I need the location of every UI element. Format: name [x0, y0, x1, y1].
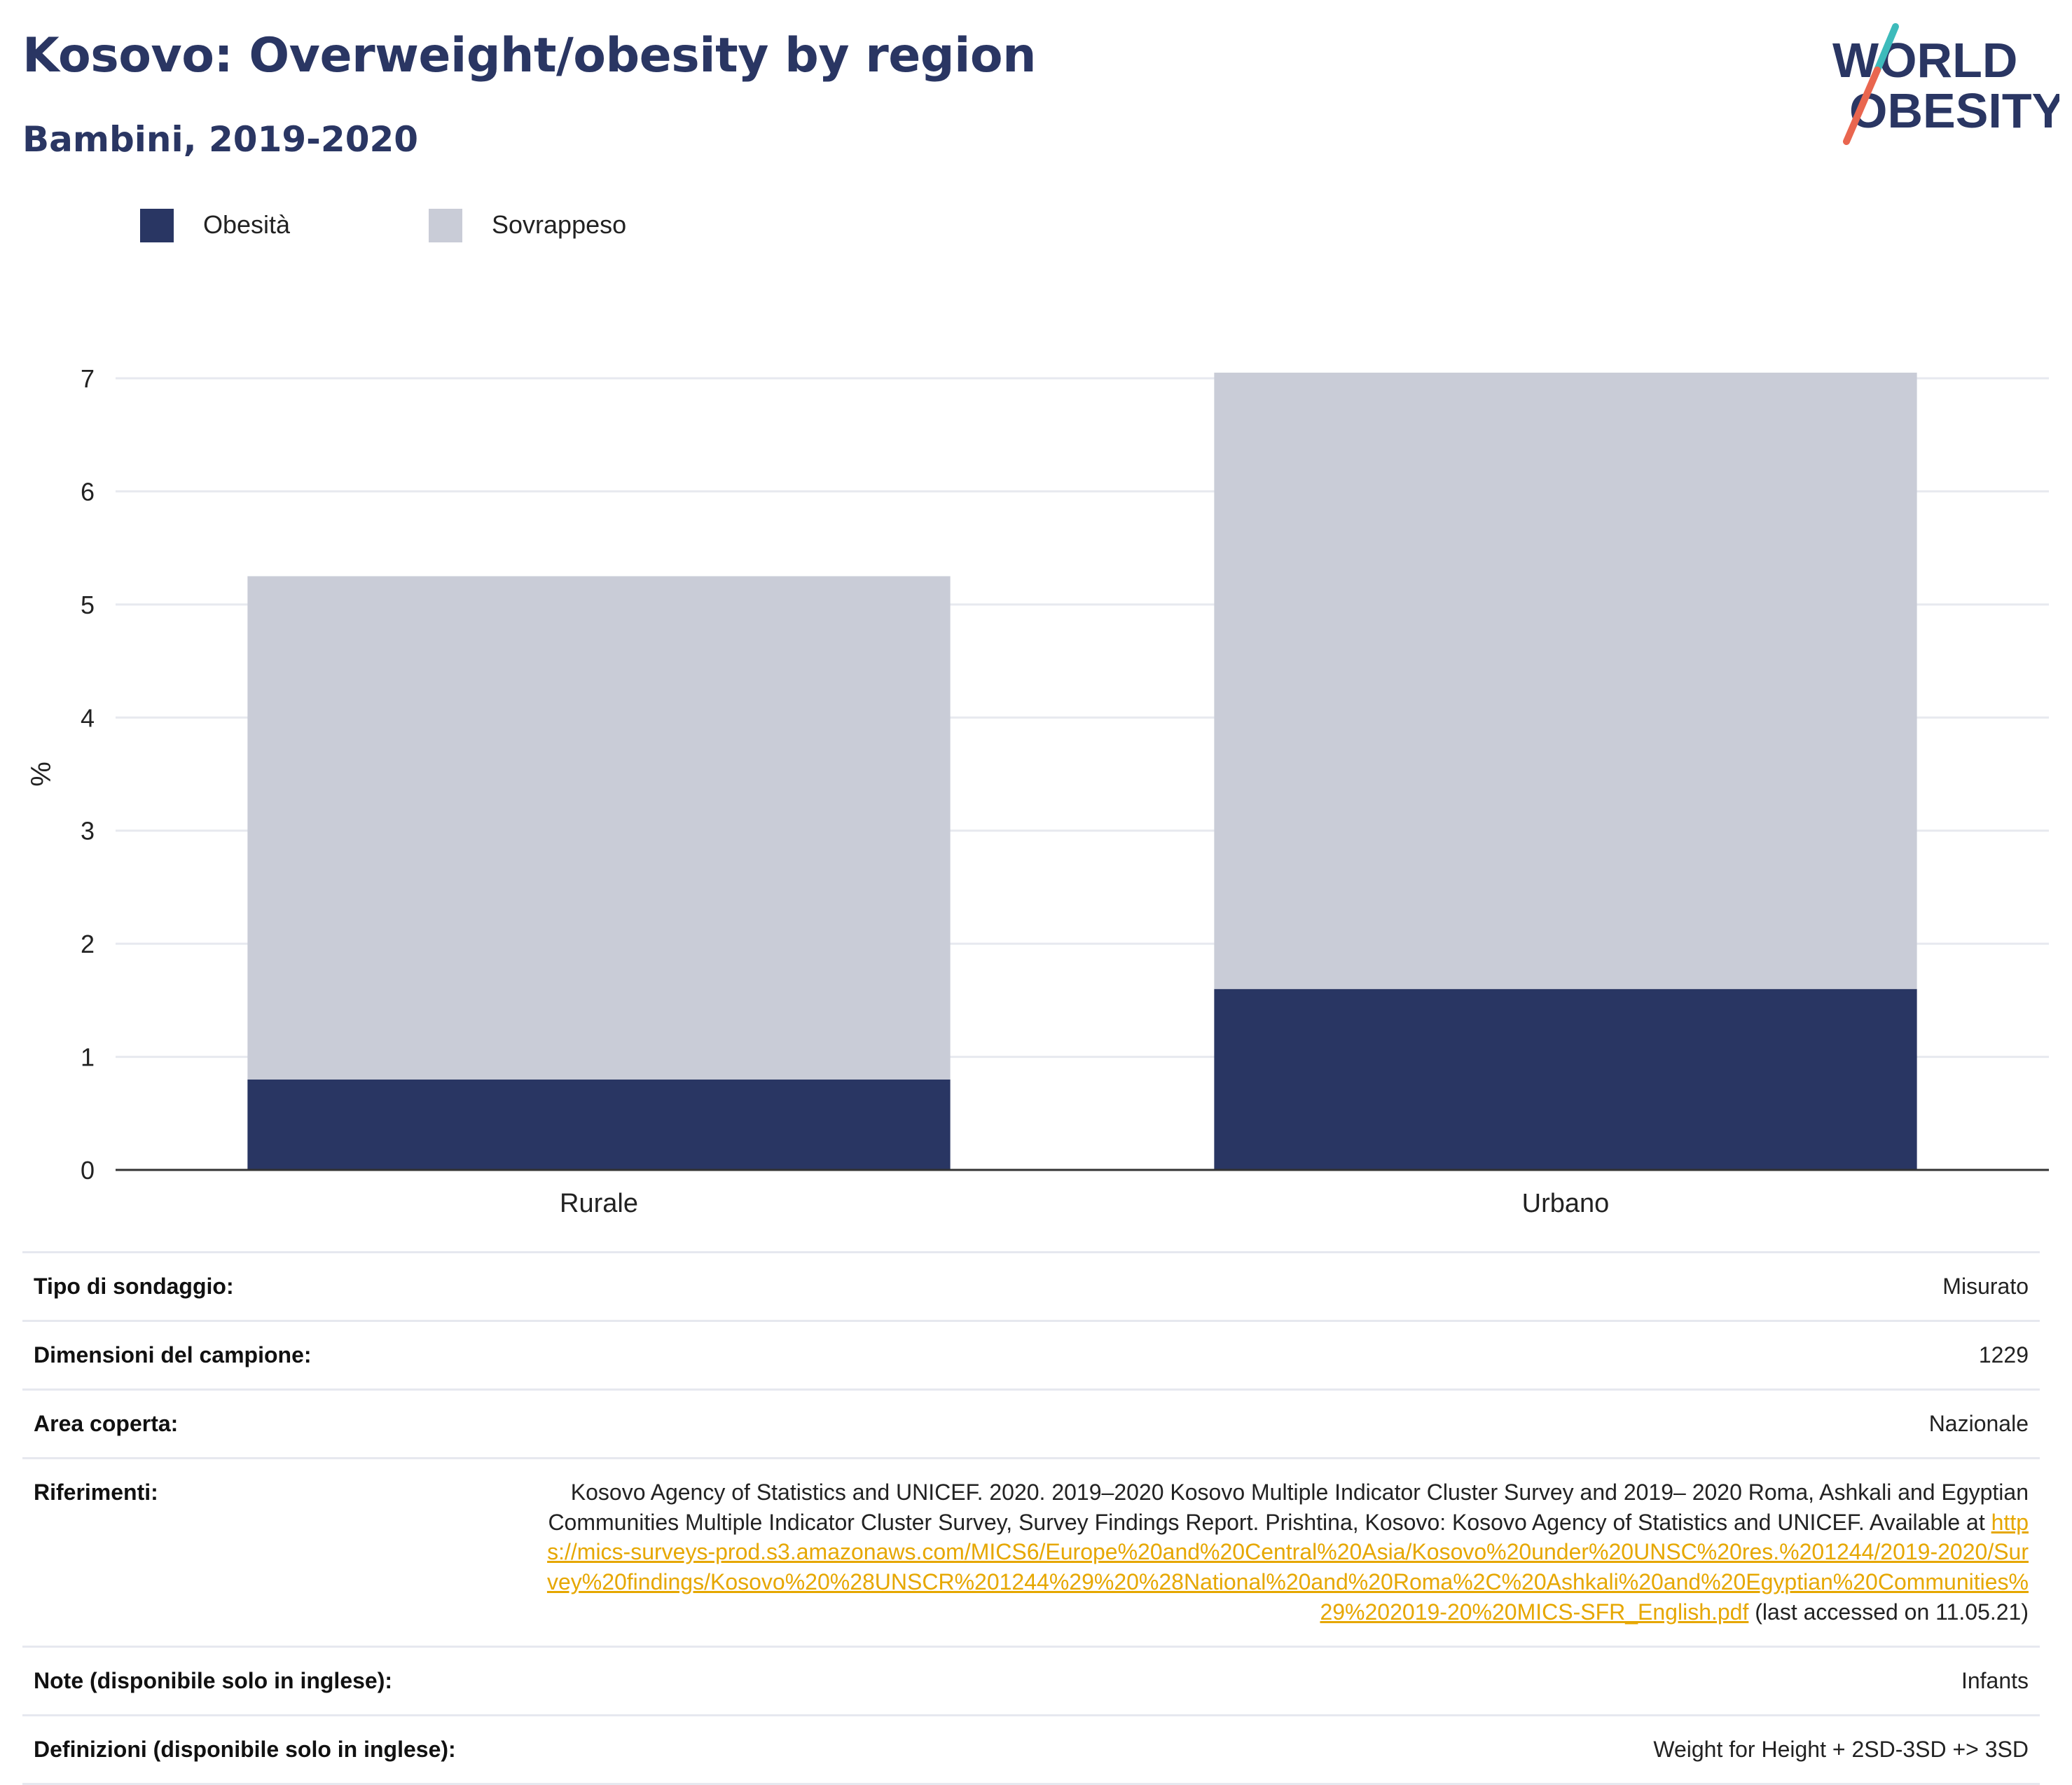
- logo-word-obesity: OBESITY: [1849, 83, 2059, 138]
- y-tick-label: 6: [81, 477, 95, 506]
- info-value: 1229: [535, 1319, 2040, 1390]
- logo-word-world: WORLD: [1832, 33, 2017, 88]
- bar-obesity-rurale: [247, 1079, 951, 1170]
- info-label: Definizioni (disponibile solo in inglese…: [22, 1714, 535, 1785]
- info-label: Tipo di sondaggio:: [22, 1251, 535, 1321]
- y-tick-label: 5: [81, 591, 95, 619]
- legend-swatch-overweight: [429, 209, 462, 242]
- info-row-references: Riferimenti: Kosovo Agency of Statistics…: [22, 1456, 2040, 1647]
- references-text: Kosovo Agency of Statistics and UNICEF. …: [548, 1479, 2029, 1535]
- info-label: Riferimenti:: [22, 1456, 535, 1647]
- references-suffix: (last accessed on 11.05.21): [1748, 1599, 2029, 1625]
- legend-swatch-obesity: [140, 209, 174, 242]
- x-tick-label: Urbano: [1522, 1189, 1610, 1218]
- info-value: Weight for Height + 2SD-3SD +> 3SD: [535, 1714, 2040, 1785]
- stacked-bar-chart: 0 1 2 3 4 5 6 7% Rurale Urbano: [26, 364, 2049, 1218]
- y-tick-label: 2: [81, 930, 95, 958]
- info-row-notes: Note (disponibile solo in inglese): Infa…: [22, 1646, 2040, 1716]
- y-tick-label: 1: [81, 1043, 95, 1072]
- chart-title: Kosovo: Overweight/obesity by region: [22, 28, 1037, 83]
- legend-label-obesity: Obesità: [203, 210, 291, 239]
- info-label: Note (disponibile solo in inglese):: [22, 1646, 535, 1716]
- info-value-references: Kosovo Agency of Statistics and UNICEF. …: [535, 1456, 2040, 1647]
- y-tick-label: 0: [81, 1156, 95, 1185]
- x-tick-label: Rurale: [560, 1189, 638, 1218]
- legend-label-overweight: Sovrappeso: [492, 210, 627, 239]
- logo-slash-teal: [1874, 23, 1899, 74]
- chart-subtitle: Bambini, 2019-2020: [22, 119, 419, 160]
- logo-slash-coral: [1843, 67, 1881, 145]
- bar-obesity-urbano: [1214, 988, 1917, 1170]
- info-label: Dimensioni del campione:: [22, 1319, 535, 1390]
- survey-info-table: Tipo di sondaggio: Misurato Dimensioni d…: [22, 1251, 2040, 1785]
- info-value: Misurato: [535, 1251, 2040, 1321]
- y-tick-label: 4: [81, 703, 95, 732]
- y-tick-label: 3: [81, 817, 95, 846]
- y-axis-label: %: [26, 761, 57, 787]
- y-tick-label: 7: [81, 364, 95, 393]
- info-row-survey-type: Tipo di sondaggio: Misurato: [22, 1251, 2040, 1321]
- bar-overweight-rurale: [247, 576, 951, 1080]
- info-label: Area coperta:: [22, 1388, 535, 1459]
- info-row-sample-size: Dimensioni del campione: 1229: [22, 1319, 2040, 1390]
- bar-overweight-urbano: [1214, 372, 1917, 989]
- info-value: Infants: [535, 1646, 2040, 1716]
- info-value: Nazionale: [535, 1388, 2040, 1459]
- world-obesity-logo: WORLD OBESITY: [1832, 23, 2059, 145]
- info-row-area: Area coperta: Nazionale: [22, 1388, 2040, 1459]
- references-link[interactable]: https://mics-surveys-prod.s3.amazonaws.c…: [546, 1509, 2029, 1625]
- info-row-definitions: Definizioni (disponibile solo in inglese…: [22, 1714, 2040, 1785]
